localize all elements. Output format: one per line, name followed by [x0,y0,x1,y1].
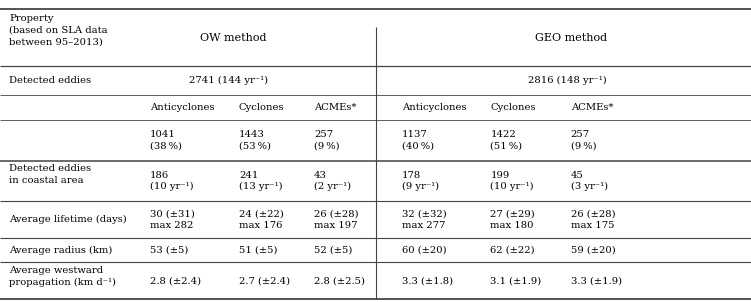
Text: 24 (±22)
max 176: 24 (±22) max 176 [239,209,284,230]
Text: 26 (±28)
max 175: 26 (±28) max 175 [571,209,615,230]
Text: 2.8 (±2.4): 2.8 (±2.4) [150,276,201,285]
Text: 186
(10 yr⁻¹): 186 (10 yr⁻¹) [150,171,194,191]
Text: 1041
(38 %): 1041 (38 %) [150,130,182,150]
Text: Average radius (km): Average radius (km) [9,246,113,255]
Text: Anticyclones: Anticyclones [402,103,466,112]
Text: Detected eddies
in coastal area: Detected eddies in coastal area [9,164,91,185]
Text: ACMEs*: ACMEs* [571,103,614,112]
Text: 60 (±20): 60 (±20) [402,246,446,255]
Text: 1137
(40 %): 1137 (40 %) [402,130,434,150]
Text: Cyclones: Cyclones [490,103,536,112]
Text: GEO method: GEO method [535,33,607,43]
Text: 26 (±28)
max 197: 26 (±28) max 197 [314,209,358,230]
Text: 52 (±5): 52 (±5) [314,246,352,255]
Text: 2.8 (±2.5): 2.8 (±2.5) [314,276,365,285]
Text: 2.7 (±2.4): 2.7 (±2.4) [239,276,290,285]
Text: 1443
(53 %): 1443 (53 %) [239,130,271,150]
Text: 59 (±20): 59 (±20) [571,246,616,255]
Text: ACMEs*: ACMEs* [314,103,357,112]
Text: OW method: OW method [200,33,266,43]
Text: Property
(based on SLA data
between 95–2013): Property (based on SLA data between 95–2… [9,14,107,47]
Text: Anticyclones: Anticyclones [150,103,215,112]
Text: 53 (±5): 53 (±5) [150,246,189,255]
Text: 257
(9 %): 257 (9 %) [571,130,596,150]
Text: 199
(10 yr⁻¹): 199 (10 yr⁻¹) [490,171,534,191]
Text: 51 (±5): 51 (±5) [239,246,277,255]
Text: 2816 (148 yr⁻¹): 2816 (148 yr⁻¹) [528,76,606,85]
Text: 43
(2 yr⁻¹): 43 (2 yr⁻¹) [314,171,351,191]
Text: Detected eddies: Detected eddies [9,76,91,85]
Text: 3.3 (±1.9): 3.3 (±1.9) [571,276,622,285]
Text: Average lifetime (days): Average lifetime (days) [9,215,127,224]
Text: 45
(3 yr⁻¹): 45 (3 yr⁻¹) [571,171,608,191]
Text: 257
(9 %): 257 (9 %) [314,130,339,150]
Text: 62 (±22): 62 (±22) [490,246,535,255]
Text: Cyclones: Cyclones [239,103,285,112]
Text: 241
(13 yr⁻¹): 241 (13 yr⁻¹) [239,171,282,191]
Text: 178
(9 yr⁻¹): 178 (9 yr⁻¹) [402,171,439,191]
Text: 30 (±31)
max 282: 30 (±31) max 282 [150,209,195,230]
Text: 3.1 (±1.9): 3.1 (±1.9) [490,276,541,285]
Text: 3.3 (±1.8): 3.3 (±1.8) [402,276,453,285]
Text: 32 (±32)
max 277: 32 (±32) max 277 [402,209,447,230]
Text: Average westward
propagation (km d⁻¹): Average westward propagation (km d⁻¹) [9,266,116,287]
Text: 1422
(51 %): 1422 (51 %) [490,130,523,150]
Text: 2741 (144 yr⁻¹): 2741 (144 yr⁻¹) [189,76,269,85]
Text: 27 (±29)
max 180: 27 (±29) max 180 [490,209,535,230]
